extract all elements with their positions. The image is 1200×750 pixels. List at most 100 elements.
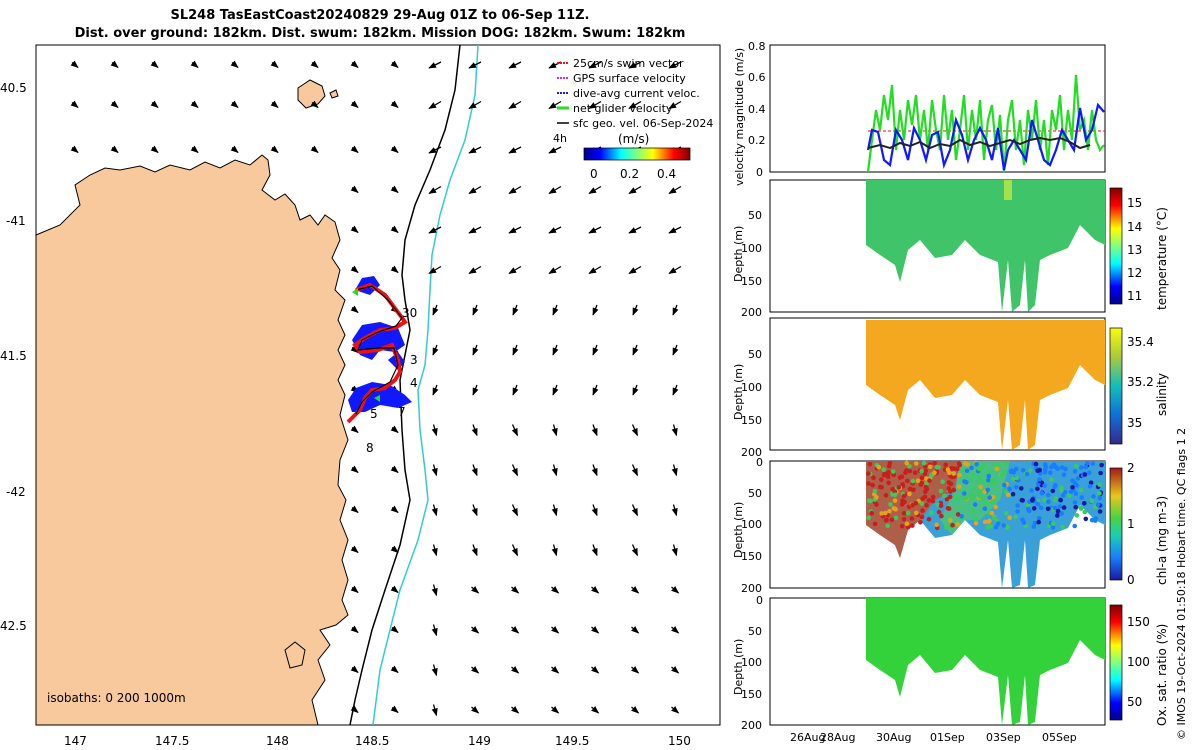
net-glider-marker	[374, 395, 380, 402]
chla-dot	[1099, 462, 1104, 468]
chla-dot	[1002, 470, 1007, 475]
chla-dot	[1025, 506, 1031, 512]
chla-dot	[956, 461, 962, 466]
chla-dot	[964, 480, 969, 485]
current-arrow	[468, 61, 482, 69]
current-arrow	[671, 706, 680, 714]
chla-dot	[920, 508, 925, 513]
current-arrow	[431, 664, 438, 677]
current-arrow	[310, 60, 319, 68]
chla-dot	[973, 517, 979, 522]
chla-dot	[883, 510, 888, 516]
cb-tick: 150	[1127, 615, 1150, 629]
chla-dot	[1007, 515, 1012, 520]
current-arrow	[511, 424, 519, 437]
current-arrow	[471, 544, 478, 557]
current-arrow	[471, 464, 478, 477]
chla-dot	[939, 513, 944, 519]
chla-dot	[1055, 508, 1061, 514]
current-arrow	[508, 61, 522, 69]
cb-tick: 1	[1127, 517, 1135, 531]
salinity-depth-label: Depth (m)	[732, 364, 745, 420]
chla-dot	[1097, 482, 1102, 487]
current-arrow	[390, 625, 399, 633]
chla-dot	[870, 482, 875, 488]
current-arrow	[350, 345, 359, 353]
cb-tick: 35	[1127, 416, 1142, 430]
track-label: 4	[410, 376, 418, 390]
chla-dot	[929, 510, 934, 516]
chla-dot	[934, 464, 940, 470]
current-arrow	[591, 626, 600, 634]
chla-dot	[1039, 490, 1045, 496]
current-arrow	[632, 384, 639, 396]
current-arrow	[591, 424, 598, 437]
current-arrow	[468, 265, 482, 275]
chla-dot	[866, 481, 871, 486]
chla-dot	[1060, 493, 1066, 498]
chla-dot	[885, 474, 891, 480]
chla-dot	[973, 521, 979, 526]
current-arrow	[628, 226, 642, 234]
chla-dot	[1048, 470, 1053, 475]
current-arrow	[350, 585, 359, 593]
chla-dot	[946, 486, 952, 491]
chla-dot	[988, 523, 994, 529]
lon-tick: 149.5	[555, 734, 589, 748]
current-arrow	[350, 505, 359, 513]
current-arrow	[390, 265, 399, 273]
chla-dot	[974, 462, 979, 467]
chla-dot	[1046, 499, 1051, 504]
current-arrow	[431, 424, 438, 437]
isobath-200m	[349, 44, 461, 726]
current-arrow	[668, 226, 682, 234]
chla-dot	[874, 494, 879, 500]
current-arrow	[350, 625, 359, 633]
current-arrow	[591, 586, 600, 594]
temperature-warm-streak	[1004, 180, 1012, 200]
chla-dot	[993, 525, 999, 530]
chla-dot	[945, 506, 951, 511]
chla-dot	[1030, 498, 1035, 503]
lon-tick: 147.5	[155, 734, 189, 748]
current-arrow	[551, 626, 560, 634]
chla-dot	[869, 510, 874, 516]
chla-dot	[959, 514, 964, 519]
chla-dot	[1072, 500, 1078, 505]
chla-dot	[938, 488, 944, 494]
current-arrow	[350, 705, 359, 713]
chla-dot	[1089, 517, 1095, 523]
island-south	[284, 641, 306, 669]
depth-tick: 200	[741, 582, 762, 595]
chla-dot	[1010, 476, 1016, 482]
chla-colorbar	[1109, 467, 1123, 581]
current-arrow	[350, 545, 359, 553]
chla-dot	[888, 502, 893, 507]
chla-dot	[982, 519, 988, 525]
current-arrow	[588, 100, 602, 110]
chla-dot	[1020, 468, 1026, 473]
current-arrow	[588, 185, 602, 195]
chla-dot	[1001, 523, 1007, 528]
current-arrow	[190, 100, 199, 108]
chla-dot	[964, 468, 970, 474]
current-arrow	[628, 100, 642, 110]
temperature-panel	[769, 179, 1123, 313]
chla-dot	[1070, 485, 1075, 490]
current-arrow	[270, 100, 279, 108]
legend-net: net glider velocity	[573, 102, 673, 115]
current-arrow	[428, 185, 442, 195]
current-arrow	[350, 465, 359, 473]
current-arrow	[350, 60, 359, 68]
cb-tick: 2	[1127, 461, 1135, 475]
chla-dot	[983, 501, 989, 507]
chla-dot	[1078, 506, 1084, 511]
glider-track	[346, 276, 412, 424]
salinity-cb-label: salinity	[1155, 373, 1169, 416]
current-arrow	[591, 504, 598, 517]
chla-dot	[896, 485, 902, 490]
chla-dot	[899, 474, 905, 480]
oxygen-colorbar	[1109, 604, 1123, 721]
current-arrow	[551, 424, 558, 437]
cb-tick: 13	[1127, 243, 1142, 257]
